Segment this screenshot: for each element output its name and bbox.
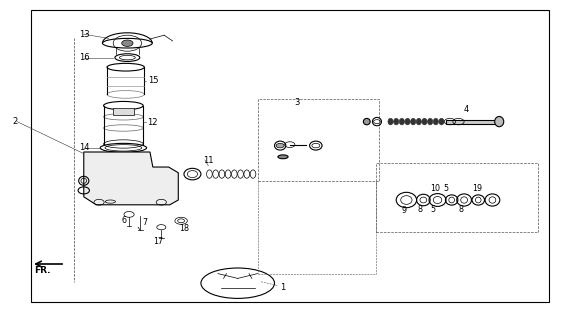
Text: 2: 2 <box>12 117 18 126</box>
Text: 7: 7 <box>143 218 148 227</box>
Ellipse shape <box>278 155 288 159</box>
Ellipse shape <box>439 118 444 125</box>
Bar <box>446 120 498 124</box>
Ellipse shape <box>428 118 433 125</box>
Ellipse shape <box>393 118 398 125</box>
Text: 17: 17 <box>153 237 163 246</box>
Ellipse shape <box>433 118 438 125</box>
Text: 18: 18 <box>179 224 189 233</box>
Ellipse shape <box>495 116 504 127</box>
Text: 10: 10 <box>430 184 440 193</box>
Bar <box>258 99 379 181</box>
Ellipse shape <box>388 118 393 125</box>
Text: FR.: FR. <box>34 266 50 275</box>
Bar <box>376 163 538 232</box>
Text: 14: 14 <box>79 143 90 152</box>
Text: 11: 11 <box>203 156 213 164</box>
Ellipse shape <box>410 118 415 125</box>
Text: 16: 16 <box>79 53 90 62</box>
Ellipse shape <box>422 118 427 125</box>
Ellipse shape <box>416 118 421 125</box>
Text: 15: 15 <box>148 76 159 85</box>
Polygon shape <box>84 152 178 205</box>
Text: 5: 5 <box>443 184 448 193</box>
Circle shape <box>276 143 284 148</box>
Ellipse shape <box>399 118 404 125</box>
Circle shape <box>122 40 133 46</box>
Text: 13: 13 <box>79 30 90 39</box>
Bar <box>113 108 134 115</box>
Text: 8: 8 <box>418 205 423 214</box>
Text: 9: 9 <box>402 206 407 215</box>
Text: 6: 6 <box>121 216 126 225</box>
Text: 1: 1 <box>280 284 285 292</box>
Text: 19: 19 <box>473 184 483 193</box>
Text: 4: 4 <box>464 105 469 114</box>
Ellipse shape <box>363 118 370 125</box>
Text: 12: 12 <box>147 118 158 127</box>
Text: 5: 5 <box>430 205 435 214</box>
Ellipse shape <box>405 118 410 125</box>
Text: 3: 3 <box>294 98 299 107</box>
Text: 8: 8 <box>458 205 464 214</box>
